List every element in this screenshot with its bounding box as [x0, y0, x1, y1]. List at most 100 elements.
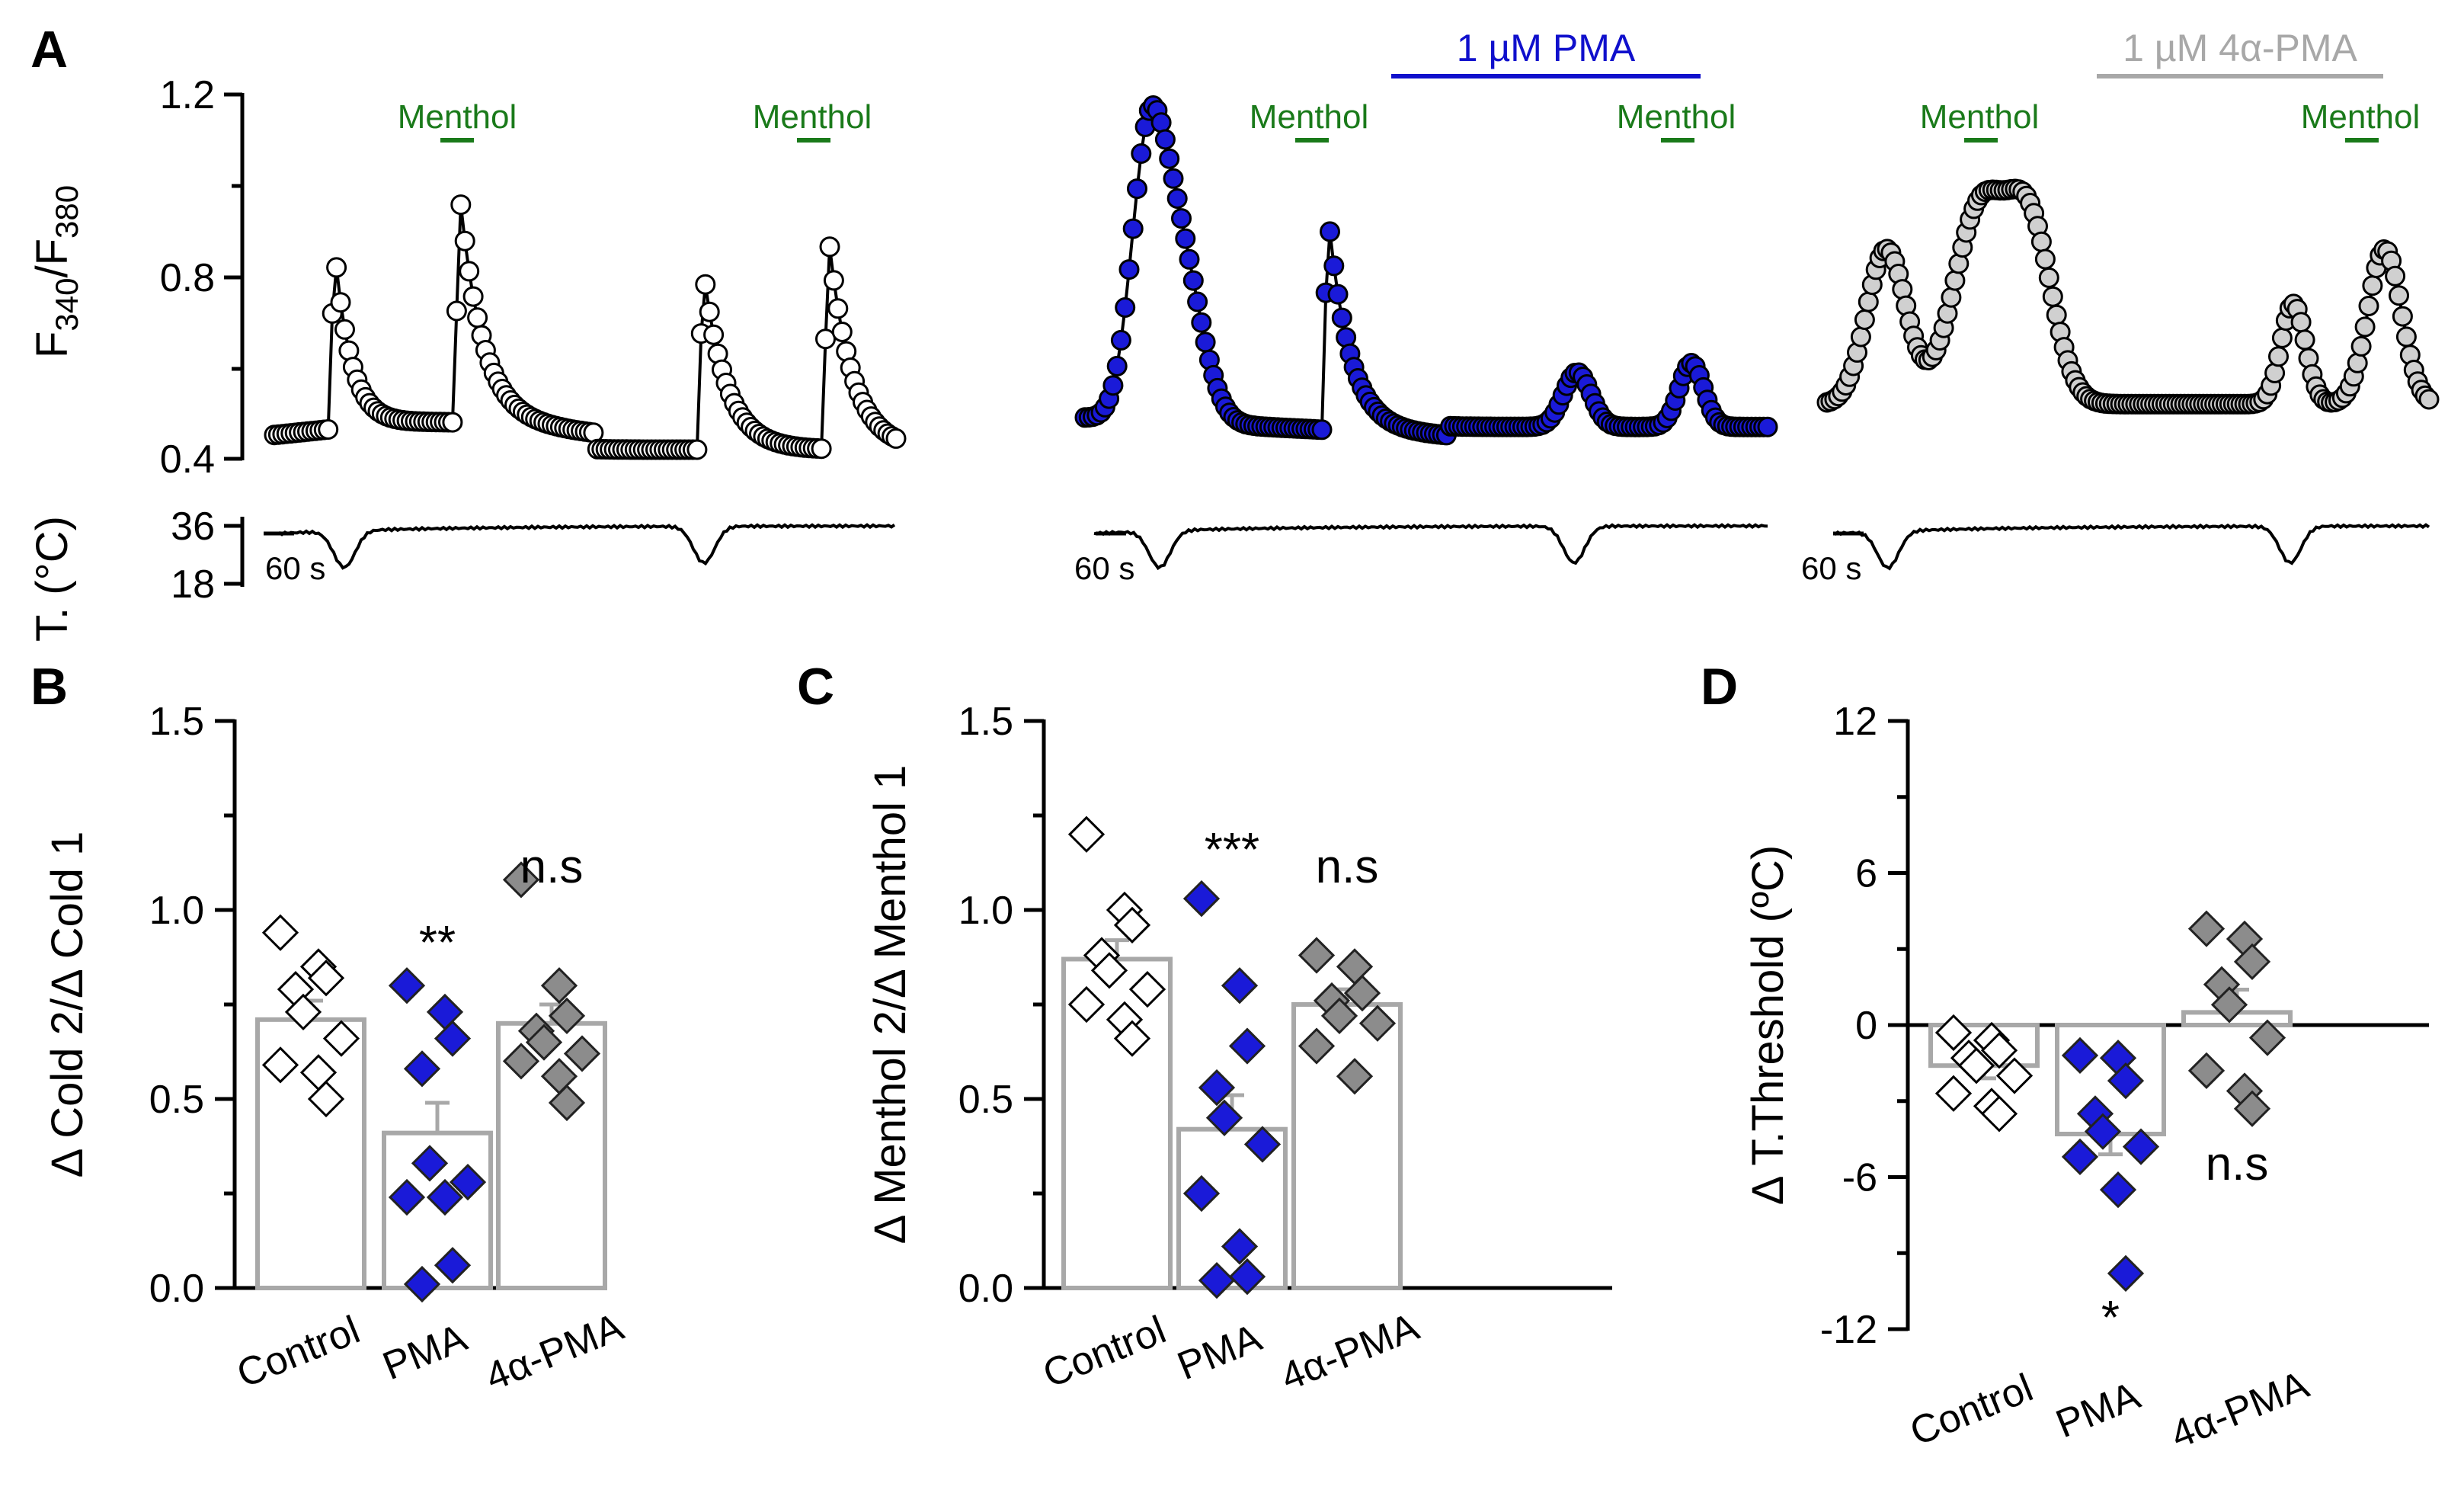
trace-point: [2358, 296, 2379, 316]
y-tick-label: 1.0: [958, 889, 1013, 933]
menthol-label: Menthol: [2301, 98, 2421, 136]
trace-point: [1163, 168, 1184, 189]
trace-point: [1106, 355, 1128, 376]
trace-point: [1110, 329, 1131, 351]
y-tick-label: 0: [1855, 1004, 1877, 1048]
data-point: [2187, 910, 2226, 947]
trace-point: [2290, 312, 2312, 333]
trace-point: [2042, 286, 2063, 307]
trace-point: [699, 301, 720, 322]
data-point: [1320, 997, 1358, 1035]
data-point: [307, 960, 345, 997]
trace-point: [1118, 259, 1140, 280]
category-label: Control: [231, 1308, 366, 1397]
trace-point: [1182, 270, 1204, 291]
panel-b: B 0.0 0.5 1.0 1.5 Δ Cold 2/Δ Cold 1 Control ** P…: [30, 658, 629, 1400]
trace-point: [442, 412, 463, 433]
temperature-trace: [277, 523, 896, 570]
trace-point: [2354, 316, 2376, 338]
pma-treatment-bar: 1 µM PMA: [1391, 27, 1701, 78]
panel-c: C 0.0 0.5 1.0 1.5 Δ Menthol 2/Δ Menthol 1 Cont…: [797, 658, 1612, 1400]
alpha-pma-treatment-bar: 1 µM 4α-PMA: [2097, 27, 2383, 78]
trace-point: [454, 230, 475, 252]
data-point: [403, 1050, 441, 1088]
y-tick-label: 1.5: [149, 700, 204, 744]
trace-point: [2038, 267, 2059, 288]
scale-label: 60 s: [265, 550, 325, 586]
data-point: [2233, 1090, 2271, 1127]
trace-point: [1944, 270, 1966, 291]
trace-point: [1187, 291, 1208, 312]
data-point: [2061, 1138, 2099, 1176]
trace-point: [1102, 375, 1124, 396]
trace-point: [1122, 218, 1144, 239]
significance-label: *: [2101, 1292, 2120, 1344]
trace-point: [446, 300, 467, 322]
data-point: [502, 861, 540, 899]
data-point: [2084, 1113, 2122, 1150]
menthol-label: Menthol: [1250, 98, 1369, 136]
trace-point: [1941, 287, 1962, 308]
data-point: [1198, 1261, 1236, 1299]
trace-point: [1131, 143, 1152, 164]
y-axis-title: Δ Menthol 2/Δ Menthol 1: [866, 765, 915, 1245]
y-tick-label: 0.5: [149, 1078, 204, 1122]
trace-point: [2362, 275, 2383, 296]
category-label: PMA: [377, 1315, 473, 1389]
y-tick-label: 1.0: [149, 889, 204, 933]
panel-a-ytick: 0.4: [160, 437, 215, 482]
data-point: [548, 1084, 586, 1122]
trace-point: [2264, 362, 2286, 383]
y-tick-label: 12: [1833, 700, 1877, 744]
data-point: [2122, 1128, 2160, 1165]
trace-point: [459, 261, 480, 282]
trace-point: [334, 319, 355, 340]
panel-a-temp-tick: 18: [171, 562, 215, 607]
data-point: [1113, 906, 1151, 944]
trace-point: [2350, 335, 2372, 357]
trace-point: [819, 236, 840, 258]
data-point: [1090, 952, 1128, 989]
trace-point: [1327, 284, 1349, 305]
trace-point: [1195, 332, 1216, 353]
data-point: [449, 1163, 487, 1201]
trace-point: [1854, 309, 1875, 330]
menthol-markers: Menthol Menthol Menthol Menthol Menthol …: [398, 98, 2421, 143]
alpha-pma-label: 1 µM 4α-PMA: [2123, 27, 2357, 69]
trace-point: [2392, 306, 2413, 327]
data-point: [434, 1247, 472, 1284]
category-label: 4α-PMA: [1275, 1305, 1425, 1400]
panel-a-temp-axis: 36 18 T. (°C): [27, 505, 245, 642]
y-tick-label: 0.5: [958, 1078, 1013, 1122]
trace-point: [2389, 285, 2409, 306]
trace-point: [2046, 304, 2067, 325]
trace-point: [703, 324, 725, 345]
category-label: 4α-PMA: [479, 1305, 629, 1400]
significance-label: **: [419, 917, 456, 969]
trace-point: [2271, 327, 2293, 348]
trace-point: [467, 307, 488, 328]
data-point: [261, 1046, 299, 1084]
data-point: [1198, 1068, 1236, 1107]
data-point: [1980, 1032, 2018, 1069]
data-point: [1205, 1099, 1243, 1136]
trace-point: [2030, 231, 2052, 252]
data-point: [1182, 879, 1221, 918]
y-tick-label: 0.0: [958, 1267, 1013, 1311]
trace-point: [885, 428, 907, 449]
data-point: [502, 1043, 540, 1080]
data-point: [540, 1058, 578, 1095]
panel-letter: D: [1701, 658, 1738, 716]
trace-point: [1171, 208, 1192, 229]
data-point: [1067, 985, 1106, 1024]
scale-label: 60 s: [1074, 550, 1134, 586]
scale-label: 60 s: [1801, 550, 1861, 586]
y-axis-title: Δ Cold 2/Δ Cold 1: [43, 831, 92, 1178]
trace-point: [1892, 279, 1913, 300]
menthol-label: Menthol: [398, 98, 517, 136]
trace-point: [1154, 129, 1176, 150]
trace-point: [1191, 312, 1212, 333]
panel-a-temp-tick: 36: [171, 505, 215, 549]
data-point: [2210, 986, 2248, 1024]
